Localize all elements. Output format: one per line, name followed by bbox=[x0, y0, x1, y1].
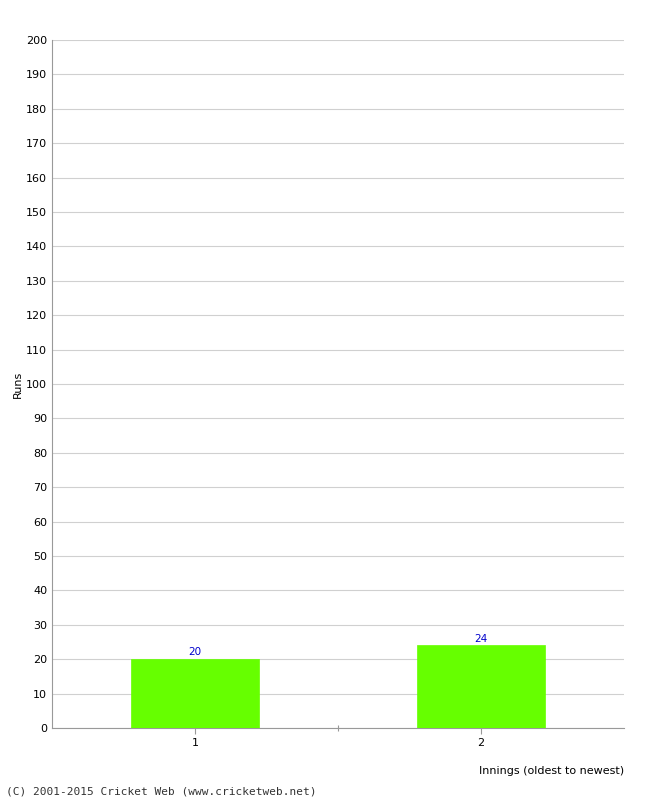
Text: 20: 20 bbox=[188, 647, 202, 658]
Text: (C) 2001-2015 Cricket Web (www.cricketweb.net): (C) 2001-2015 Cricket Web (www.cricketwe… bbox=[6, 786, 317, 796]
Bar bbox=[131, 659, 259, 728]
Text: Innings (oldest to newest): Innings (oldest to newest) bbox=[479, 766, 624, 776]
Text: 24: 24 bbox=[474, 634, 488, 644]
Bar bbox=[417, 646, 545, 728]
Y-axis label: Runs: Runs bbox=[13, 370, 23, 398]
